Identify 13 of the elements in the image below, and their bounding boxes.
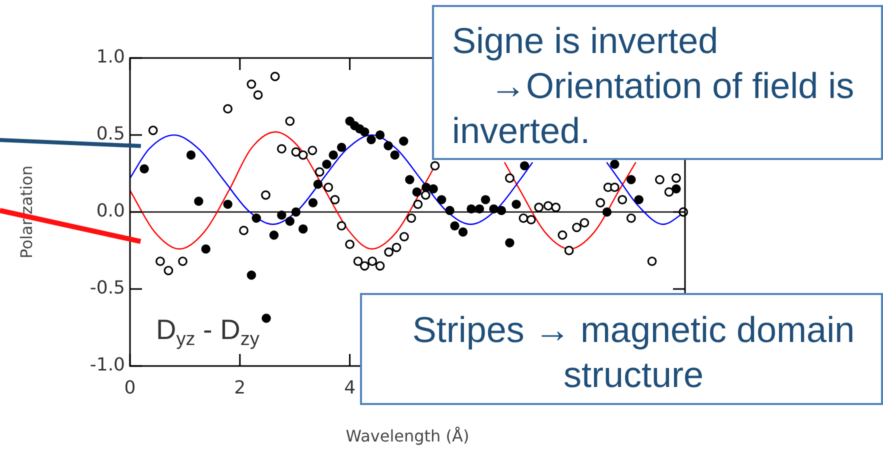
y-tick-label: -0.5 <box>90 278 125 299</box>
x-axis-title: Wavelength (Å) <box>346 426 470 446</box>
x-tick-label: 0 <box>124 377 136 398</box>
y-tick-label: 1.0 <box>96 46 125 68</box>
annotation: Signe is inverted →Orientation of field is inverted. <box>452 20 854 151</box>
annotation: Stripes → magnetic domain structure <box>412 309 855 395</box>
y-axis-title: Polarization <box>16 166 36 258</box>
annotation: D$_{yz}$ - D$_{zy}$ <box>156 314 260 350</box>
y-tick-label: 0.5 <box>96 124 125 145</box>
y-tick-label: 0.0 <box>96 200 125 222</box>
x-tick-label: 4 <box>344 377 356 398</box>
x-tick-label: 2 <box>234 377 246 398</box>
y-tick-label: -1.0 <box>90 354 125 376</box>
